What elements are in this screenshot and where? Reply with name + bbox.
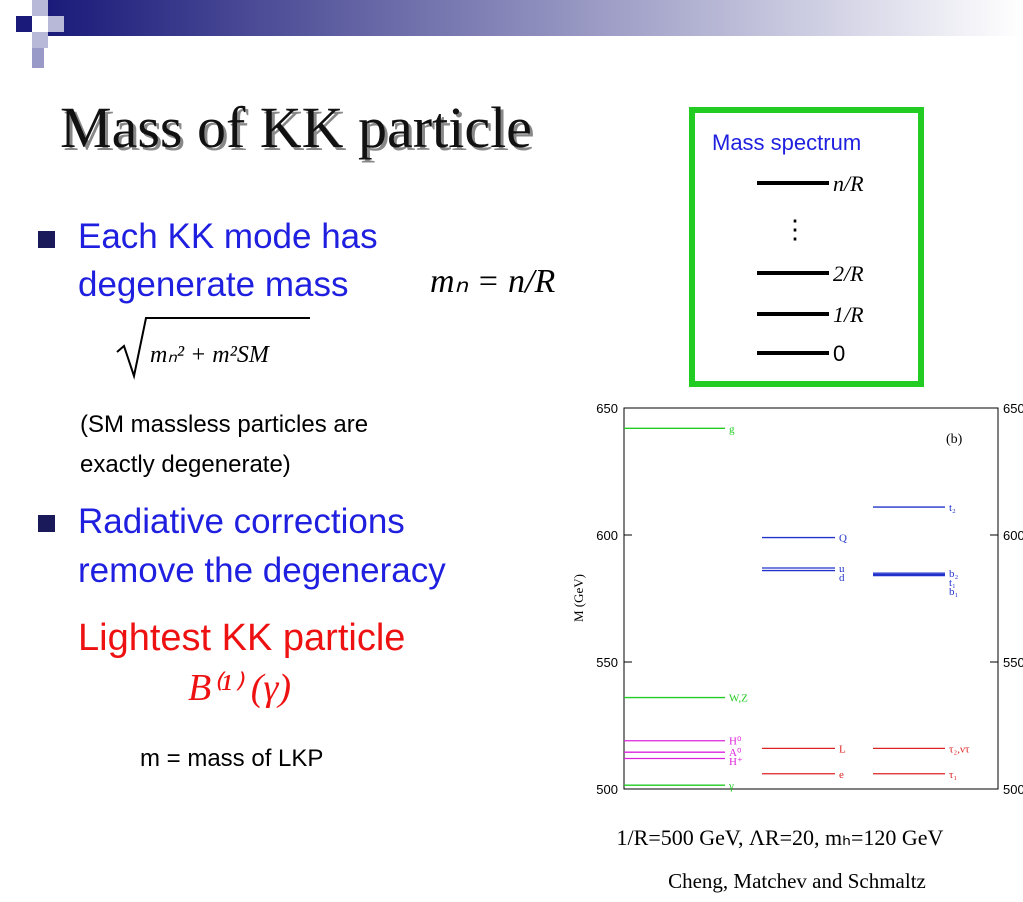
level-label: b₁ [949,586,959,598]
y-tick-label: 550 [596,655,618,670]
deco [32,48,44,68]
highlight-formula: B⁽¹⁾ (γ) [188,667,291,709]
spectrum-label: 2/R [833,261,864,286]
title: Mass of KK particle [60,95,532,160]
y-axis-label: M (GeV) [571,574,586,622]
bullet-text: remove the degeneracy [78,551,446,590]
level-label: H⁺ [729,756,743,768]
level-label: τ₂,ντ [949,743,970,755]
bullet-text: degenerate mass [78,265,348,304]
level-label: Q [839,533,847,545]
y-tick-label: 550 [1003,655,1023,670]
y-tick-label: 650 [1003,401,1023,416]
deco [16,16,32,32]
title-shadow: Mass of KK particle [63,98,535,163]
deco [32,0,48,16]
level-label: t₂ [949,502,956,514]
bullet-marker [38,231,55,248]
spectrum-label: 0 [833,341,845,366]
formula: mₙ² + m²SM [150,342,271,368]
dots: ⋮ [782,215,808,244]
level-label: A⁰ [729,747,742,759]
chart: 500 500 550 550 600 600 650 650 M (GeV) (b) 1/R=50… [571,401,1023,893]
bullet-marker [38,515,55,532]
note: exactly degenerate) [80,451,291,478]
spectrum-box [689,107,924,387]
caption: 1/R=500 GeV, ΛR=20, mₕ=120 GeV [617,825,944,850]
level-label: γ [728,780,734,792]
note: m = mass of LKP [140,745,323,772]
spectrum-levels: n/R 2/R 1/R 0 [757,171,864,366]
bullet-text: Each KK mode has [78,217,378,256]
spectrum-label: n/R [833,171,864,196]
formula: mₙ = n/R [430,263,555,300]
y-tick-label: 500 [596,782,618,797]
level-label: b₂ [949,568,959,580]
spectrum-title: Mass spectrum [712,130,861,155]
header-bar [48,0,1023,36]
y-tick-label: 650 [596,401,618,416]
level-label: t₁ [949,577,956,589]
panel-label: (b) [946,432,963,447]
level-label: e [839,769,844,781]
note: (SM massless particles are [80,411,368,438]
root-sign [116,317,310,380]
level-label: g [729,423,735,435]
y-tick-label: 600 [1003,528,1023,543]
highlight: Lightest KK particle [78,617,405,659]
deco [32,32,48,48]
credit: Cheng, Matchev and Schmaltz [668,869,926,893]
deco [0,0,16,16]
level-label: W,Z [729,693,748,705]
level-label: L [839,743,846,755]
spectrum-label: 1/R [833,302,864,327]
level-label: H⁰ [729,736,742,748]
level-label: u [839,563,845,575]
deco [48,16,64,32]
plot-frame [623,407,999,790]
y-tick-label: 500 [1003,782,1023,797]
bullet-text: Radiative corrections [78,502,405,541]
level-label: τ₁ [949,769,957,781]
y-tick-label: 600 [596,528,618,543]
level-label: d [839,572,845,584]
